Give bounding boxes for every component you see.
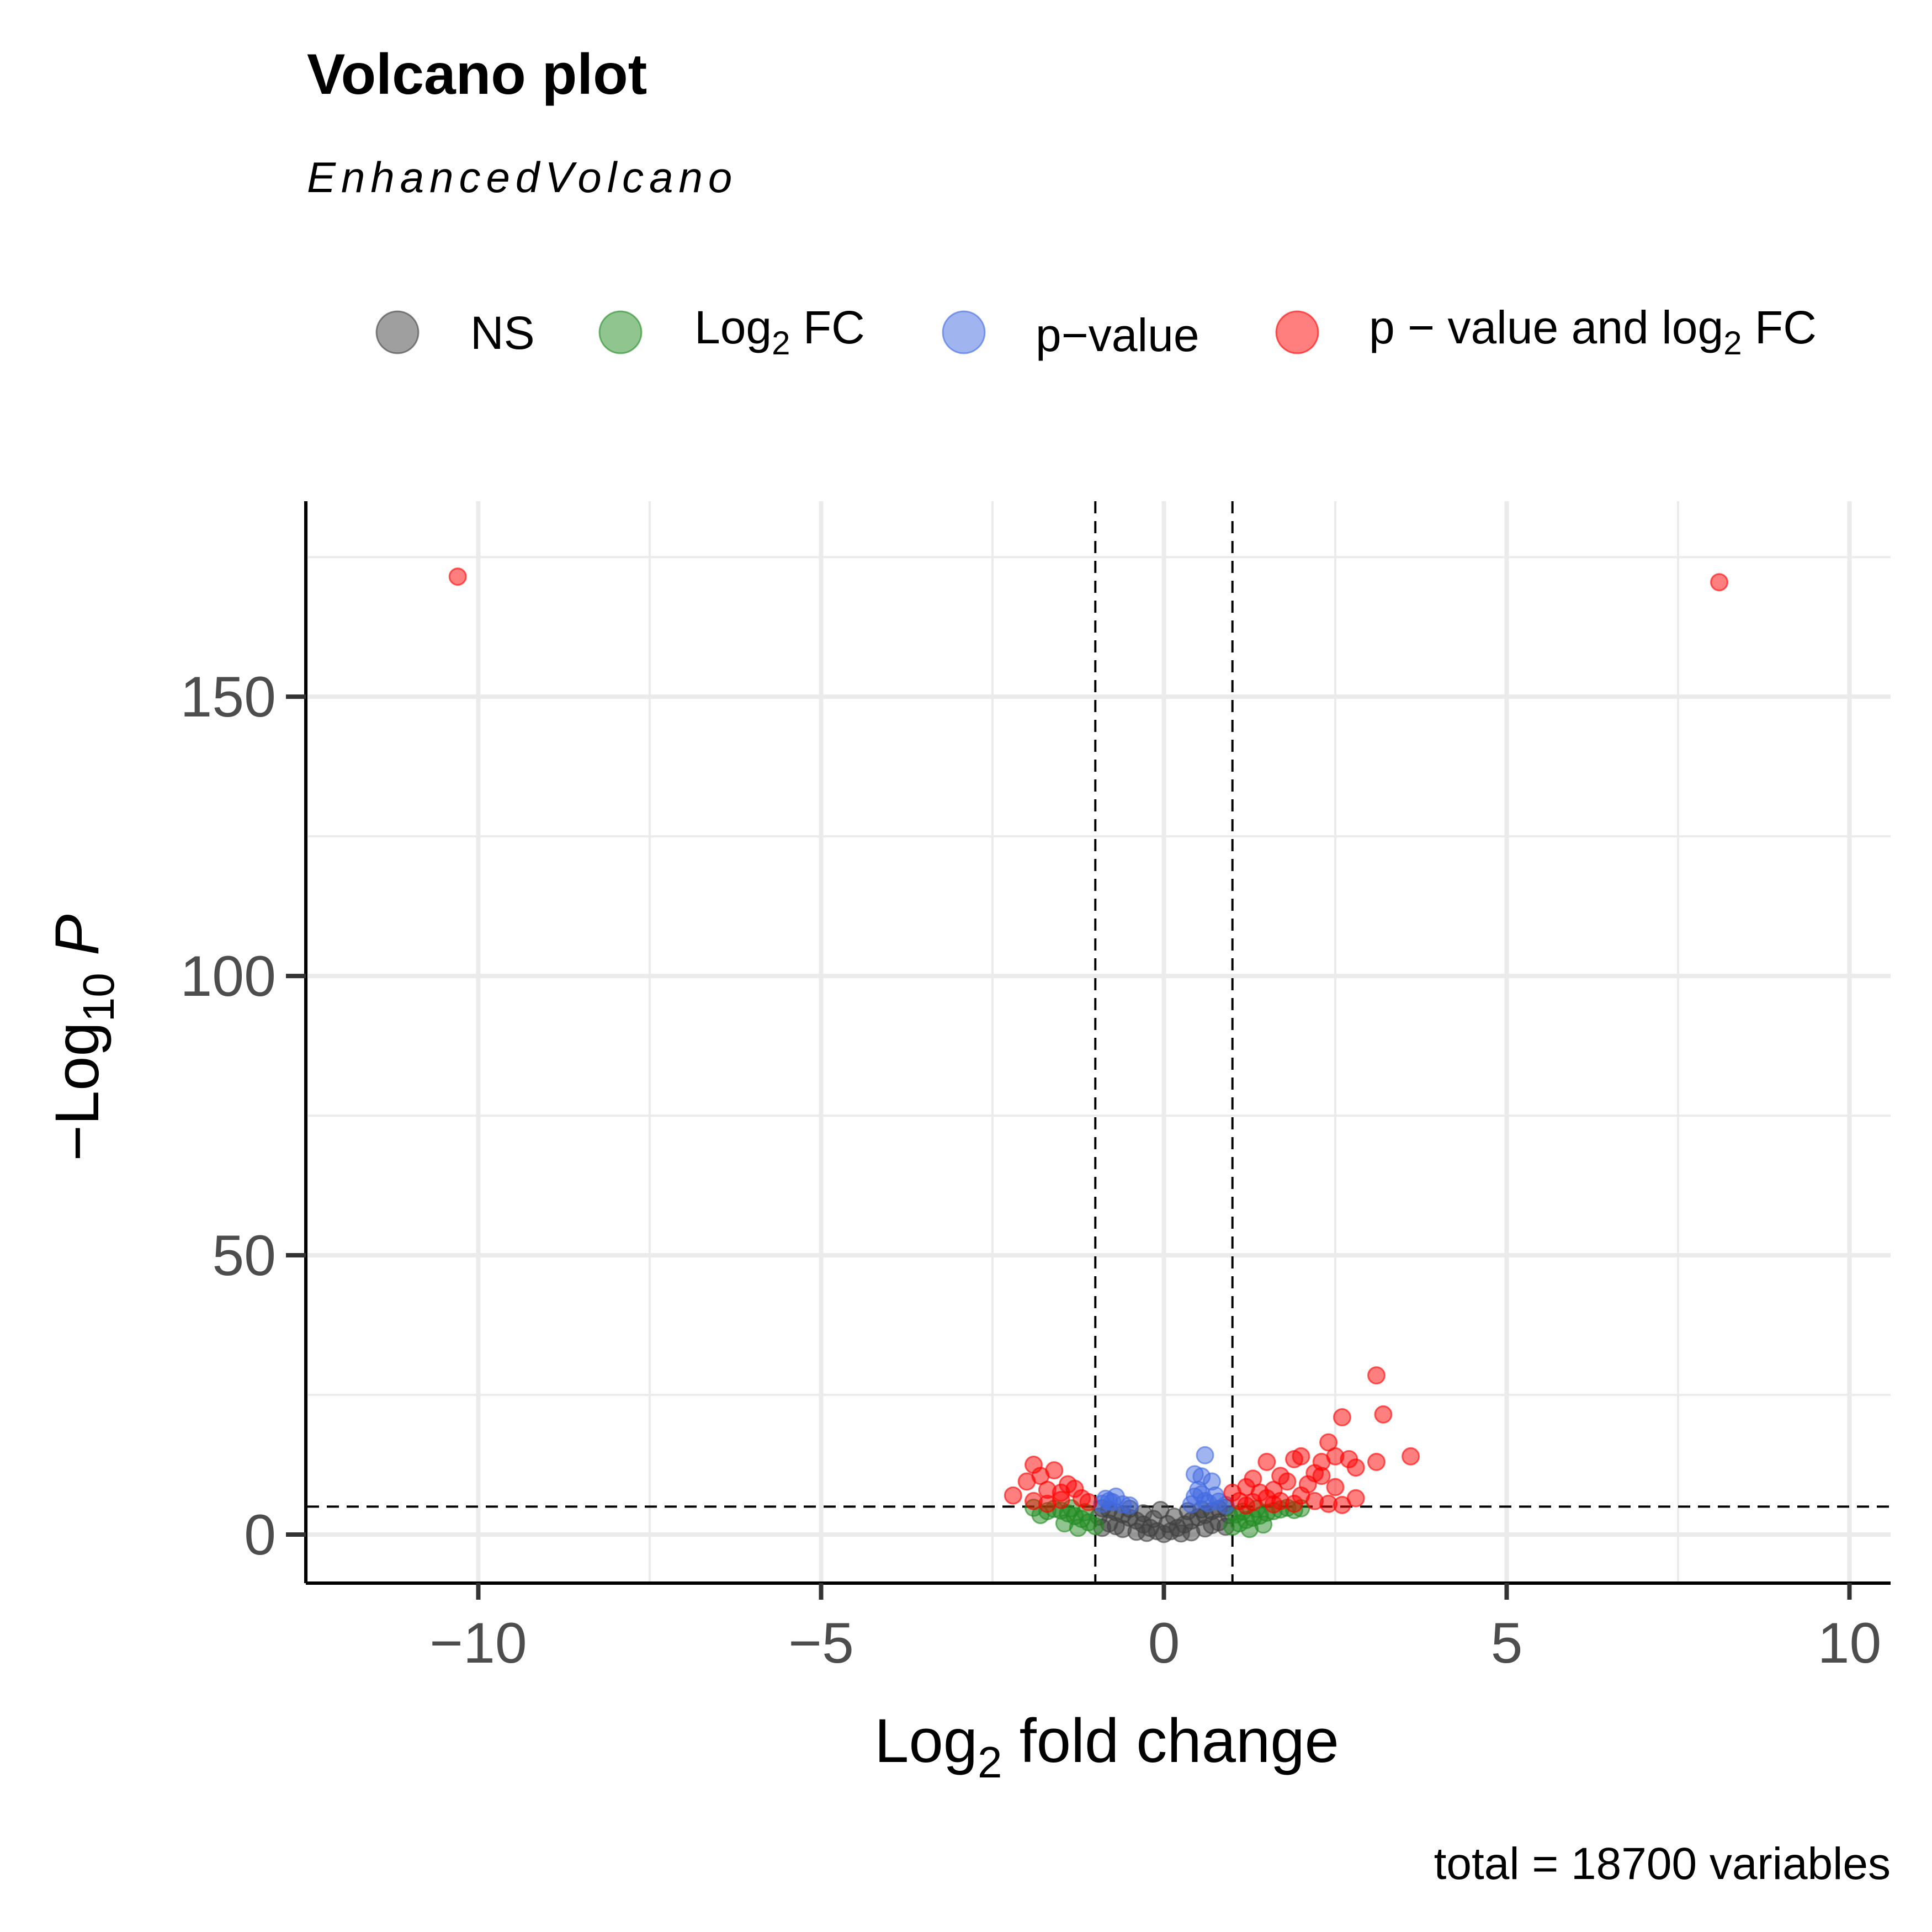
data-point — [1326, 1478, 1345, 1496]
data-point — [1285, 1450, 1303, 1468]
data-point — [1151, 1501, 1170, 1519]
legend-label-log2fc: Log2 FC — [694, 301, 865, 362]
data-point — [1278, 1472, 1297, 1491]
data-point — [1137, 1524, 1156, 1542]
legend-label-pvalue: p−value — [1036, 309, 1199, 361]
data-point — [1185, 1465, 1204, 1484]
legend-label-pvalue-and-log2fc: p − value and log2 FC — [1369, 301, 1817, 362]
data-point — [1402, 1447, 1420, 1466]
data-point — [1374, 1405, 1393, 1424]
x-tick-label: 0 — [1148, 1611, 1180, 1675]
x-tick-label: −10 — [429, 1611, 527, 1675]
data-point — [1264, 1495, 1283, 1514]
data-point — [1055, 1514, 1074, 1533]
legend-key-ns — [375, 310, 420, 354]
data-point — [1346, 1489, 1365, 1508]
chart-title: Volcano plot — [307, 43, 647, 107]
data-point — [1312, 1467, 1331, 1485]
x-tick-label: 10 — [1818, 1611, 1882, 1675]
data-point — [1120, 1496, 1139, 1515]
data-point — [1079, 1493, 1098, 1511]
legend-key-pvalue-and-log2fc — [1275, 310, 1319, 354]
chart-subtitle: EnhancedVolcano — [307, 153, 737, 201]
data-point — [1045, 1461, 1064, 1480]
y-tick-label: 150 — [180, 665, 276, 729]
legend-label-ns: NS — [470, 307, 535, 359]
x-tick-label: 5 — [1491, 1611, 1523, 1675]
data-point — [448, 567, 467, 586]
data-point — [1346, 1458, 1365, 1477]
data-point — [1367, 1366, 1386, 1385]
y-tick-label: 50 — [212, 1224, 276, 1288]
data-point — [1254, 1515, 1273, 1534]
data-point — [1367, 1452, 1386, 1471]
data-point — [1223, 1483, 1242, 1502]
x-tick-label: −5 — [788, 1611, 854, 1675]
x-axis-ticks: −10 −5 0 5 10 — [429, 1583, 1881, 1675]
legend-key-pvalue — [942, 310, 986, 354]
data-point — [1257, 1452, 1276, 1471]
y-axis-title: −Log10 P — [43, 914, 123, 1161]
legend: NS Log2 FC p−value p − value and log2 FC — [375, 301, 1817, 362]
data-point — [1196, 1446, 1214, 1464]
x-axis-title: Log2 fold change — [874, 1706, 1339, 1787]
y-tick-label: 0 — [244, 1503, 276, 1567]
data-point — [1237, 1496, 1255, 1515]
legend-key-log2fc — [598, 310, 643, 354]
cutoff-lines — [307, 501, 1891, 1582]
data-point — [1333, 1408, 1351, 1426]
y-axis-ticks: 0 50 100 150 — [180, 665, 306, 1567]
caption: total = 18700 variables — [1434, 1839, 1891, 1889]
y-tick-label: 100 — [180, 944, 276, 1009]
data-point — [1710, 573, 1728, 592]
data-point — [1172, 1524, 1190, 1543]
data-point — [1096, 1489, 1115, 1508]
data-point — [1052, 1490, 1070, 1509]
data-point — [1004, 1486, 1022, 1505]
data-points — [448, 567, 1728, 1543]
